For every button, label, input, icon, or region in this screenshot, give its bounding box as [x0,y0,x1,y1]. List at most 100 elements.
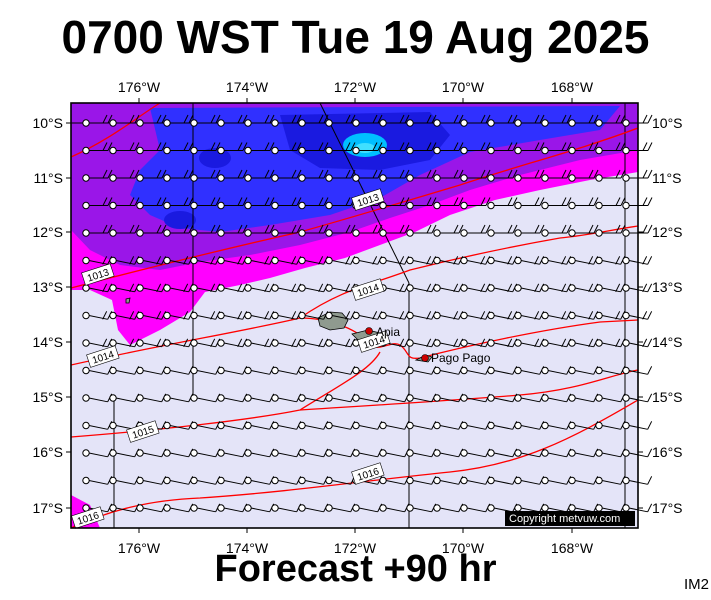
lat-tick-label-left: 14°S [32,334,63,350]
wind-barb [541,224,572,237]
wind-barbs [82,114,653,513]
wind-barb [190,338,221,348]
wind-barb [271,421,302,430]
wind-barb [433,393,464,403]
wind-barb [487,311,518,320]
lat-tick-label-left: 16°S [32,444,63,460]
wind-barb [379,224,410,237]
wind-barb [487,169,518,182]
wind-barb [82,114,113,127]
wind-barb [514,142,545,155]
lat-tick-label-right: 11°S [652,170,681,186]
wind-barb [460,169,491,182]
wind-barb [298,169,329,182]
wind-barb [433,197,464,210]
wind-barb [433,142,464,155]
wind-barb [595,114,626,127]
forecast-hours: Forecast +90 hr [214,548,497,590]
wind-barb [325,224,356,237]
lat-tick-label-right: 13°S [652,279,683,295]
wind-barb [298,393,329,403]
wind-barb [514,169,545,182]
wind-barb [406,114,437,127]
wind-barb [82,142,113,155]
wind-barb [379,142,410,155]
wind-barb [541,114,572,127]
wind-barb [541,169,572,182]
wind-barb [136,448,167,458]
wind-barb [163,311,194,320]
wind-barb [595,197,626,210]
wind-barb [298,338,329,348]
lon-tick-label-bottom: 172°W [334,540,377,556]
wind-barb [271,338,302,348]
wind-barb [406,503,437,513]
wind-barb [352,114,383,127]
wind-barb [136,114,167,127]
wind-barb [568,114,599,127]
city-dot-icon [365,327,373,335]
wind-barb [460,366,491,375]
lon-tick-label-top: 176°W [118,79,161,95]
wind-barb [217,114,248,127]
wind-barb [109,311,140,320]
wind-barb [352,366,383,375]
wind-barb [136,393,167,403]
wind-barb [379,503,410,513]
wind-barb [514,224,545,237]
wind-barb [568,224,599,237]
wind-barb [514,476,545,485]
wind-barb [433,169,464,182]
wind-barb [271,224,302,237]
wind-barb [217,421,248,430]
wind-barb [460,142,491,155]
wind-barb [244,503,275,513]
lon-tick-label-top: 172°W [334,79,377,95]
wind-barb [541,142,572,155]
wind-barb [568,256,599,265]
wind-barb [595,169,626,182]
wind-barb [460,224,491,237]
lon-tick-label-bottom: 174°W [226,540,269,556]
wind-barb [325,169,356,182]
wind-barb [271,169,302,182]
map-axes: 176°W 176°W 174°W 174°W 172°W 172°W 170°W 170°W… [32,79,682,556]
wind-barb [568,197,599,210]
wind-barb [406,169,437,182]
wind-barb [271,256,302,265]
wind-barb [190,114,221,127]
wind-barb [622,338,653,348]
lon-tick-label-top: 168°W [551,79,594,95]
wind-barb [217,256,248,265]
wind-barb [82,169,113,182]
wind-barb [379,114,410,127]
wind-barb [352,224,383,237]
wind-barb [217,224,248,237]
wind-barb [379,256,410,265]
wind-barb [352,169,383,182]
wind-barb [406,224,437,237]
wind-barb [244,142,275,155]
wind-barb [379,197,410,210]
lat-tick-label-right: 12°S [652,224,683,240]
lon-tick-label-bottom: 176°W [118,540,161,556]
wind-barb [541,448,572,458]
lon-tick-label-top: 170°W [442,79,485,95]
wind-barb [325,197,356,210]
wind-barb [82,224,113,237]
wind-barb [136,366,167,375]
wind-barb [136,197,167,210]
wind-barb [487,197,518,210]
wind-barb [352,393,383,403]
wind-barb [109,256,140,265]
wind-barb [514,114,545,127]
isobar-line [70,225,639,366]
wind-barb [622,311,653,320]
wind-barb [487,142,518,155]
wind-barb [109,169,140,182]
wind-barb [298,114,329,127]
wind-barb [298,224,329,237]
wind-barb [595,224,626,237]
wind-barb [595,311,626,320]
wind-barb [109,197,140,210]
